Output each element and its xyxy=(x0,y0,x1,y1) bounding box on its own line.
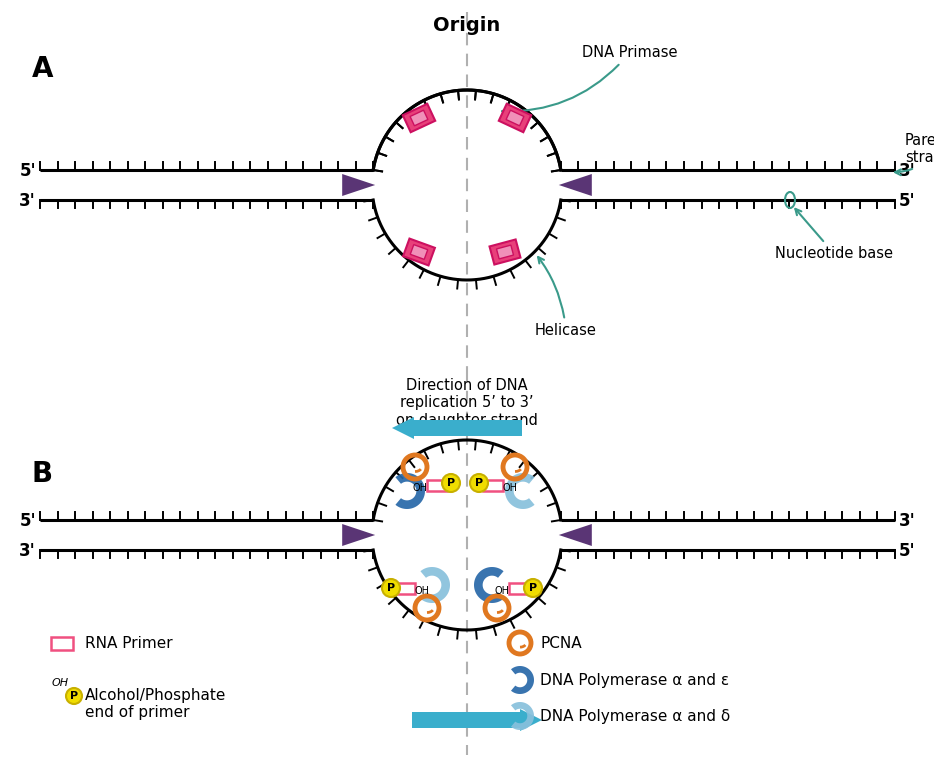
Text: Origin: Origin xyxy=(433,16,501,35)
Polygon shape xyxy=(497,245,514,259)
Text: P: P xyxy=(70,691,78,701)
Polygon shape xyxy=(511,702,534,730)
Text: P: P xyxy=(474,478,483,488)
Text: P: P xyxy=(529,583,537,593)
Text: 5': 5' xyxy=(20,162,36,180)
Text: DNA Primase: DNA Primase xyxy=(502,45,677,115)
Polygon shape xyxy=(505,473,534,509)
Text: Direction of DNA
replication 5’ to 3’
on daughter strand: Direction of DNA replication 5’ to 3’ on… xyxy=(396,378,538,428)
Text: P: P xyxy=(447,478,455,488)
Text: 3': 3' xyxy=(899,512,915,530)
Polygon shape xyxy=(559,174,592,196)
Text: OH: OH xyxy=(494,586,510,596)
Polygon shape xyxy=(403,238,435,266)
Polygon shape xyxy=(342,174,375,196)
Text: 3': 3' xyxy=(20,192,36,210)
Polygon shape xyxy=(410,110,428,126)
Text: Alcohol/Phosphate
end of primer: Alcohol/Phosphate end of primer xyxy=(85,688,226,720)
Circle shape xyxy=(66,688,82,704)
Text: Helicase: Helicase xyxy=(535,257,597,338)
Text: RNA Primer: RNA Primer xyxy=(85,637,173,651)
Polygon shape xyxy=(489,239,520,265)
Text: Parental
strands: Parental strands xyxy=(895,133,934,175)
Text: DNA Polymerase α and δ: DNA Polymerase α and δ xyxy=(540,710,730,725)
FancyArrow shape xyxy=(412,709,542,731)
Text: A: A xyxy=(32,55,53,83)
Text: OH: OH xyxy=(413,483,428,493)
Text: Nucleotide base: Nucleotide base xyxy=(775,209,893,261)
Text: P: P xyxy=(387,583,395,593)
Polygon shape xyxy=(403,104,435,132)
Polygon shape xyxy=(410,244,428,260)
Text: 5': 5' xyxy=(20,512,36,530)
Text: 3': 3' xyxy=(20,542,36,560)
Text: OH: OH xyxy=(502,483,517,493)
Text: DNA Polymerase α and ε: DNA Polymerase α and ε xyxy=(540,673,729,688)
Circle shape xyxy=(524,579,542,597)
Text: OH: OH xyxy=(415,586,430,596)
Text: PCNA: PCNA xyxy=(540,637,582,651)
Text: 5': 5' xyxy=(899,192,915,210)
Polygon shape xyxy=(342,524,375,546)
Text: B: B xyxy=(32,460,53,488)
Polygon shape xyxy=(511,666,534,694)
Polygon shape xyxy=(559,524,592,546)
Text: OH: OH xyxy=(52,678,69,688)
Text: 5': 5' xyxy=(899,542,915,560)
Polygon shape xyxy=(506,110,524,126)
Polygon shape xyxy=(499,104,531,132)
Circle shape xyxy=(382,579,400,597)
Polygon shape xyxy=(395,473,425,509)
Polygon shape xyxy=(474,567,503,603)
Circle shape xyxy=(470,474,488,492)
Text: 3': 3' xyxy=(899,162,915,180)
Polygon shape xyxy=(420,567,450,603)
FancyArrow shape xyxy=(392,417,522,439)
Circle shape xyxy=(442,474,460,492)
